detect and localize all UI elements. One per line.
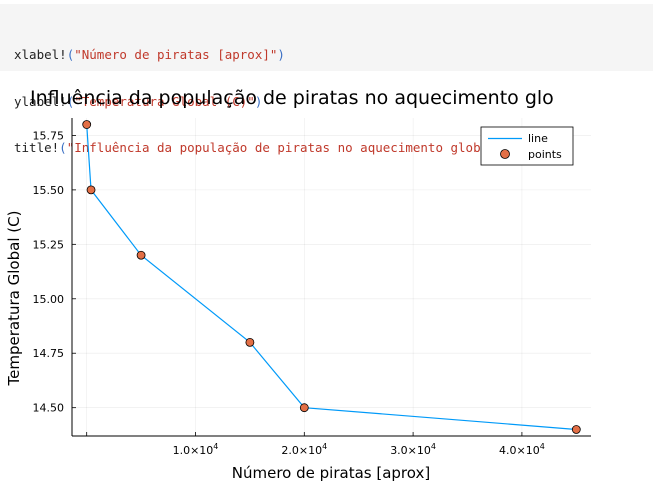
x-tick-label: 2.0×104 — [281, 442, 327, 457]
code-string: "Temperatura Global (C)" — [74, 93, 255, 109]
code-line-xlabel: xlabel!("Número de piratas [aprox]") — [14, 47, 653, 63]
chart-figure: Influência da população de piratas no aq… — [5, 87, 591, 482]
data-point — [82, 120, 92, 129]
legend-points-label: points — [528, 148, 562, 161]
legend-line-label: line — [528, 132, 548, 145]
data-series — [82, 120, 581, 434]
y-tick-label: 15.50 — [33, 184, 65, 197]
y-tick-label: 15.75 — [33, 129, 65, 142]
code-paren-open: ( — [66, 93, 75, 109]
code-line-ylabel: ylabel!("Temperatura Global (C)") — [14, 94, 653, 110]
chart-title: Influência da população de piratas no aq… — [30, 87, 554, 109]
gridlines — [72, 118, 591, 436]
y-tick-label: 14.50 — [33, 402, 65, 415]
code-function: ylabel! — [14, 93, 67, 109]
y-tick-label: 14.75 — [33, 347, 65, 360]
code-cell: xlabel!("Número de piratas [aprox]") yla… — [0, 4, 653, 155]
data-point — [299, 403, 309, 413]
legend: line points — [480, 126, 574, 166]
x-tick-label: 1.0×104 — [173, 442, 219, 457]
x-tick-label: 4.0×104 — [499, 442, 545, 457]
data-point — [571, 425, 581, 434]
code-paren-close: ) — [254, 93, 263, 109]
legend-points-marker — [500, 149, 510, 159]
data-point — [245, 337, 255, 347]
series-line — [86, 124, 577, 431]
x-axis-label: Número de piratas [aprox] — [232, 464, 430, 482]
y-tick-label: 15.25 — [33, 238, 65, 251]
y-tick-label: 15.00 — [33, 293, 65, 306]
tick-labels: 14.50 14.75 15.00 15.25 15.50 15.75 1.0×104 2.0… — [33, 129, 545, 457]
code-paren-close: ) — [277, 47, 285, 62]
data-point — [136, 250, 146, 260]
code-string: "Número de piratas [aprox]" — [74, 47, 278, 62]
x-tick-label: 3.0×104 — [390, 442, 436, 457]
code-paren-open: ( — [59, 140, 67, 155]
legend-box — [480, 126, 574, 166]
code-function: title! — [14, 140, 60, 155]
code-function: xlabel! — [14, 47, 67, 62]
y-axis-label: Temperatura Global (C) — [5, 211, 23, 387]
axes — [71, 118, 591, 437]
data-point — [86, 185, 96, 195]
code-paren-open: ( — [66, 47, 75, 62]
